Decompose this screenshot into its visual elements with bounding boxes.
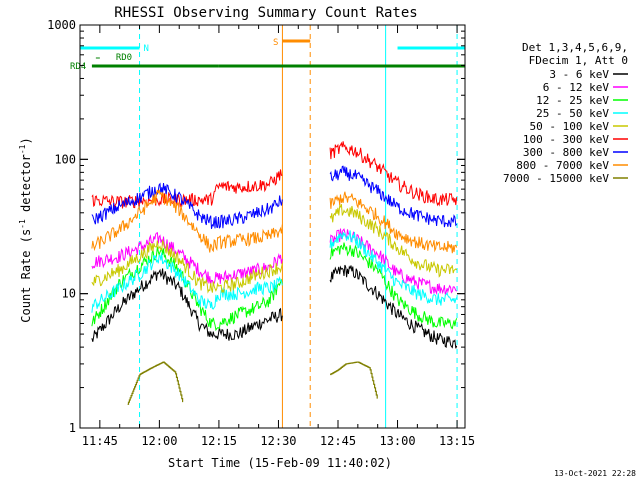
series-line bbox=[91, 231, 283, 286]
plot-frame bbox=[79, 24, 466, 429]
x-axis: 11:45 12:00 12:15 12:30 12:45 13:00 13:15 bbox=[79, 25, 475, 448]
legend-label: 300 - 800 keV bbox=[523, 146, 609, 159]
footer-timestamp: 13-Oct-2021 22:28 bbox=[554, 469, 636, 478]
x-axis-label: Start Time (15-Feb-09 11:40:02) bbox=[168, 456, 392, 470]
series-line bbox=[91, 189, 283, 253]
legend-header-line-2: FDecim 1, Att 0 bbox=[529, 54, 628, 67]
series-25-50-kev bbox=[91, 230, 458, 313]
legend-label: 800 - 7000 keV bbox=[516, 159, 609, 172]
y-axis-label-mid: detector bbox=[19, 154, 33, 219]
series-100-300-kev bbox=[91, 141, 458, 209]
y-tick-label: 1 bbox=[69, 421, 76, 435]
series-line bbox=[91, 238, 283, 294]
x-tick-label: 12:30 bbox=[260, 434, 296, 448]
legend: Det 1,3,4,5,6,9, FDecim 1, Att 0 3 - 6 k… bbox=[503, 41, 628, 185]
series-800-7000-kev bbox=[91, 189, 458, 254]
series-50-100-kev bbox=[91, 204, 458, 294]
series-12-25-kev bbox=[91, 242, 458, 332]
series-line bbox=[329, 242, 458, 330]
series-layer bbox=[91, 141, 458, 405]
series-300-800-kev bbox=[91, 165, 458, 230]
x-tick-label: 12:45 bbox=[320, 434, 356, 448]
legend-label: 6 - 12 keV bbox=[543, 81, 610, 94]
y-tick-label: 10 bbox=[62, 287, 76, 301]
x-tick-label: 12:00 bbox=[141, 434, 177, 448]
y-axis: 1 10 100 1000 bbox=[47, 18, 465, 435]
flag-bars: N RD0 RD4 S bbox=[70, 38, 465, 72]
x-tick-label: 13:15 bbox=[439, 434, 475, 448]
y-tick-label: 1000 bbox=[47, 18, 76, 32]
series-line bbox=[91, 252, 283, 313]
flag-label-rd0: RD0 bbox=[116, 53, 132, 63]
legend-label: 25 - 50 keV bbox=[536, 107, 609, 120]
legend-label: 12 - 25 keV bbox=[536, 94, 609, 107]
legend-header-line-1: Det 1,3,4,5,6,9, bbox=[522, 41, 628, 54]
legend-label: 100 - 300 keV bbox=[523, 133, 609, 146]
legend-label: 7000 - 15000 keV bbox=[503, 172, 609, 185]
y-tick-label: 100 bbox=[54, 152, 76, 166]
legend-label: 50 - 100 keV bbox=[530, 120, 610, 133]
series-line bbox=[91, 246, 283, 332]
series-line bbox=[329, 264, 458, 349]
chart-title: RHESSI Observing Summary Count Rates bbox=[114, 5, 417, 21]
series-line bbox=[91, 268, 283, 342]
series-3-6-kev bbox=[91, 264, 458, 349]
y-axis-label-exp1: -1 bbox=[18, 219, 27, 229]
series-line bbox=[329, 204, 458, 278]
y-axis-label-suffix: ) bbox=[19, 137, 33, 144]
series-line bbox=[329, 191, 458, 254]
x-tick-label: 11:45 bbox=[82, 434, 118, 448]
y-axis-label: Count Rate (s-1 detector-1) bbox=[18, 137, 33, 322]
series-line bbox=[330, 361, 378, 399]
flag-label-n: N bbox=[144, 44, 149, 54]
y-axis-label-prefix: Count Rate (s bbox=[19, 229, 33, 323]
series-line bbox=[329, 141, 458, 207]
flag-label-s: S bbox=[273, 38, 278, 48]
legend-label: 3 - 6 keV bbox=[549, 68, 609, 81]
series-7000-15000-kev bbox=[127, 361, 378, 405]
vertical-markers bbox=[79, 25, 458, 428]
flag-label-rd4: RD4 bbox=[70, 62, 86, 72]
x-tick-label: 12:15 bbox=[201, 434, 237, 448]
series-line bbox=[329, 230, 458, 306]
series-line bbox=[127, 361, 184, 405]
series-line bbox=[91, 182, 283, 230]
y-axis-label-exp2: -1 bbox=[18, 144, 27, 154]
x-tick-label: 13:00 bbox=[379, 434, 415, 448]
series-line bbox=[329, 165, 458, 228]
